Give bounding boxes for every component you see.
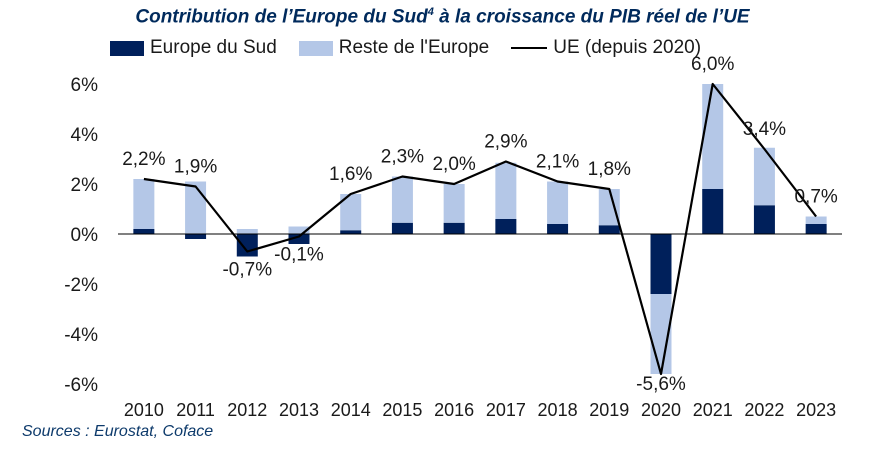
y-tick-label: -4% <box>64 325 98 346</box>
bar-reste-europe <box>340 194 362 231</box>
chart-title: Contribution de l’Europe du Sud4 à la cr… <box>135 6 750 28</box>
y-tick-label: 2% <box>71 175 99 196</box>
data-label: 2,9% <box>484 132 527 153</box>
x-tick-label: 2017 <box>486 400 526 420</box>
data-label: 3,4% <box>743 119 786 140</box>
data-label: 1,6% <box>329 164 372 185</box>
legend-swatch-reste-europe <box>298 40 333 56</box>
legend-label-europe-du-sud: Europe du Sud <box>150 37 277 58</box>
legend-label-reste-europe: Reste de l'Europe <box>338 37 490 58</box>
y-tick-label: 4% <box>71 125 99 146</box>
legend-swatch-europe-du-sud <box>110 40 144 56</box>
bar-reste-europe <box>702 84 724 189</box>
x-tick-label: 2013 <box>279 400 319 420</box>
data-label: 2,0% <box>432 154 475 175</box>
bar-europe-du-sud <box>495 219 517 234</box>
x-tick-label: 2020 <box>641 400 681 420</box>
legend-item-ue: UE (depuis 2020) <box>511 37 701 59</box>
data-label: 2,1% <box>536 152 579 173</box>
bar-reste-europe <box>598 189 620 226</box>
bar-reste-europe <box>443 184 465 223</box>
x-tick-label: 2012 <box>227 400 267 420</box>
bar-europe-du-sud <box>236 234 258 257</box>
data-label: -0,1% <box>274 245 324 266</box>
y-tick-label: 6% <box>71 75 99 96</box>
data-label: 2,2% <box>122 149 165 170</box>
legend-swatch-ue <box>511 47 548 49</box>
bar-reste-europe <box>495 162 517 219</box>
x-tick-label: 2022 <box>744 400 784 420</box>
x-tick-label: 2010 <box>124 400 164 420</box>
x-tick-label: 2011 <box>176 400 215 420</box>
bar-europe-du-sud <box>288 234 310 244</box>
ue-line <box>143 82 817 376</box>
x-tick-label: 2021 <box>693 400 733 420</box>
bar-europe-du-sud <box>805 224 827 234</box>
data-label: 1,9% <box>174 157 217 178</box>
bar-europe-du-sud <box>185 234 207 239</box>
bar-reste-europe <box>133 179 155 229</box>
bar-reste-europe <box>391 176 413 223</box>
bar-reste-europe <box>288 226 310 234</box>
bar-europe-du-sud <box>753 205 775 234</box>
bar-reste-europe <box>753 147 775 206</box>
legend-label-ue: UE (depuis 2020) <box>553 37 702 58</box>
y-tick-label: 0% <box>71 225 99 246</box>
data-label: 2,3% <box>381 147 424 168</box>
bar-europe-du-sud <box>133 229 155 234</box>
bar-europe-du-sud <box>340 230 362 234</box>
bar-reste-europe <box>236 229 258 234</box>
x-tick-label: 2014 <box>331 400 371 420</box>
legend-item-reste-europe: Reste de l'Europe <box>298 37 490 59</box>
data-label: 1,8% <box>588 159 631 180</box>
source-note: Sources : Eurostat, Coface <box>22 423 214 440</box>
bar-europe-du-sud <box>547 224 569 234</box>
data-label: 0,7% <box>794 187 837 208</box>
data-label: -5,6% <box>636 374 686 395</box>
bar-europe-du-sud <box>702 189 724 234</box>
y-tick-label: -6% <box>64 375 98 396</box>
bar-reste-europe <box>805 216 827 224</box>
bar-reste-europe <box>185 181 207 234</box>
data-label: 6,0% <box>691 54 734 75</box>
y-tick-label: -2% <box>64 275 98 296</box>
x-tick-label: 2018 <box>538 400 578 420</box>
bar-europe-du-sud <box>443 222 465 234</box>
legend-item-europe-du-sud: Europe du Sud <box>110 37 277 59</box>
bar-europe-du-sud <box>650 234 672 294</box>
bar-europe-du-sud <box>598 225 620 234</box>
x-tick-label: 2015 <box>382 400 422 420</box>
x-tick-label: 2019 <box>589 400 629 420</box>
x-tick-label: 2016 <box>434 400 474 420</box>
bar-reste-europe <box>547 181 569 224</box>
x-tick-label: 2023 <box>796 400 836 420</box>
data-label: -0,7% <box>222 260 272 281</box>
legend: Europe du Sud Reste de l'Europe UE (depu… <box>110 37 723 59</box>
bar-europe-du-sud <box>391 222 413 234</box>
